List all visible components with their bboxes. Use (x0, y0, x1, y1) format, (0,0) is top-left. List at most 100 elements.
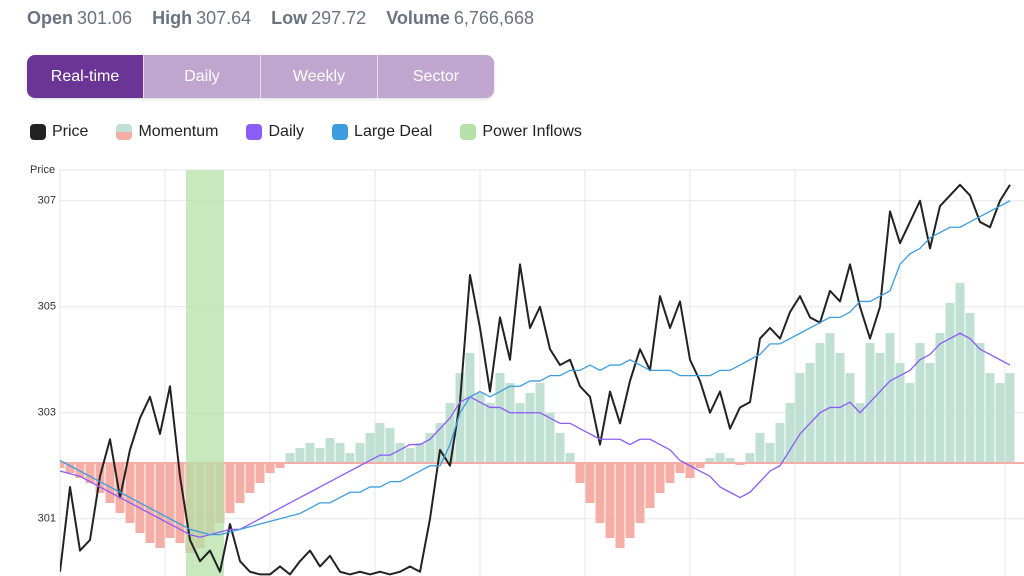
tab[interactable]: Real-time (27, 55, 144, 98)
momentum-bar (415, 443, 425, 463)
momentum-bar (555, 433, 565, 463)
tab[interactable]: Weekly (261, 55, 378, 98)
momentum-bar (945, 303, 955, 463)
momentum-bar (815, 343, 825, 463)
momentum-bar (695, 463, 705, 468)
momentum-bar (715, 453, 725, 463)
momentum-bar (935, 333, 945, 463)
momentum-bar (235, 463, 245, 503)
momentum-bar (445, 403, 455, 463)
momentum-bar (145, 463, 155, 543)
tabs: Real-time Daily Weekly Sector (27, 55, 494, 98)
stat-value: 6,766,668 (453, 8, 534, 28)
momentum-bar (1005, 373, 1015, 463)
momentum-bar (515, 403, 525, 463)
series-line (60, 183, 1011, 576)
y-tick-label: 301 (38, 513, 56, 525)
momentum-bar (685, 463, 695, 478)
legend-label: Momentum (138, 123, 219, 140)
legend-swatch (332, 124, 349, 140)
momentum-bar (665, 463, 675, 483)
stat-value: 297.72 (311, 8, 367, 28)
series-line (60, 332, 1011, 538)
legend-label: Large Deal (354, 123, 433, 140)
tab[interactable]: Sector (378, 55, 494, 98)
momentum-bar (85, 463, 95, 483)
momentum-bar (485, 403, 495, 463)
momentum-bar (875, 353, 885, 463)
momentum-bar (155, 463, 165, 548)
momentum-bar (345, 453, 355, 463)
y-tick-label: 307 (38, 195, 56, 207)
momentum-bar (135, 463, 145, 533)
momentum-bar (255, 463, 265, 483)
stat-label: Volume (386, 8, 450, 28)
momentum-bar (855, 403, 865, 463)
momentum-bar (745, 453, 755, 463)
momentum-bar (375, 423, 385, 463)
legend-label: Daily (268, 123, 305, 140)
momentum-bar (675, 463, 685, 473)
stat: Low 297.72 (271, 8, 366, 29)
momentum-bar (435, 423, 445, 463)
stat: Open 301.06 (27, 8, 132, 29)
legend-item[interactable]: Price (30, 123, 88, 141)
momentum-bar (885, 333, 895, 463)
stat-label: High (152, 8, 193, 28)
momentum-bar (655, 463, 665, 493)
momentum-bar (575, 463, 585, 483)
momentum-bar (545, 413, 555, 463)
stats: Open 301.06 High 307.64 Low 297.72 Volume 6,766… (27, 8, 534, 29)
momentum-bar (985, 373, 995, 463)
momentum-bar (535, 383, 545, 463)
momentum-bar (755, 433, 765, 463)
y-axis-label: Price (30, 164, 55, 176)
momentum-bar (805, 363, 815, 463)
legend-item[interactable]: Power Inflows (460, 123, 582, 141)
power-inflows-band (186, 170, 224, 576)
momentum-bar (565, 453, 575, 463)
stat: Volume 6,766,668 (386, 8, 534, 29)
momentum-bar (305, 443, 315, 463)
legend-label: Price (52, 123, 89, 140)
momentum-bar (225, 463, 235, 513)
series-line (60, 200, 1011, 536)
momentum-bar (325, 438, 335, 463)
legend-item[interactable]: Momentum (116, 123, 218, 141)
momentum-bar (365, 433, 375, 463)
momentum-bar (175, 463, 185, 543)
momentum-bar (895, 363, 905, 463)
momentum-bar (995, 383, 1005, 463)
momentum-bar (785, 403, 795, 463)
legend: Price Momentum Daily Large Deal Power Inflow… (30, 123, 582, 141)
stat-label: Low (271, 8, 308, 28)
legend-swatch (246, 124, 263, 140)
momentum-bar (725, 458, 735, 463)
legend-swatch (460, 124, 477, 140)
stat-value: 301.06 (77, 8, 133, 28)
momentum-bar (955, 283, 965, 463)
stat-label: Open (27, 8, 74, 28)
legend-item[interactable]: Daily (246, 123, 304, 141)
momentum-bar (705, 458, 715, 463)
momentum-bar (465, 353, 475, 463)
momentum-bar (405, 448, 415, 463)
stat-value: 307.64 (196, 8, 252, 28)
momentum-bar (825, 333, 835, 463)
momentum-bar (425, 433, 435, 463)
tab[interactable]: Daily (144, 55, 261, 98)
momentum-bar (765, 443, 775, 463)
momentum-bar (635, 463, 645, 523)
momentum-bar (775, 423, 785, 463)
momentum-bar (65, 463, 75, 473)
momentum-bar (475, 393, 485, 463)
momentum-bar (60, 463, 65, 468)
momentum-bar (245, 463, 255, 493)
legend-swatch (30, 124, 46, 140)
momentum-bar (355, 443, 365, 463)
momentum-bar (525, 393, 535, 463)
momentum-bar (915, 343, 925, 463)
legend-item[interactable]: Large Deal (332, 123, 432, 141)
momentum-bar (315, 448, 325, 463)
